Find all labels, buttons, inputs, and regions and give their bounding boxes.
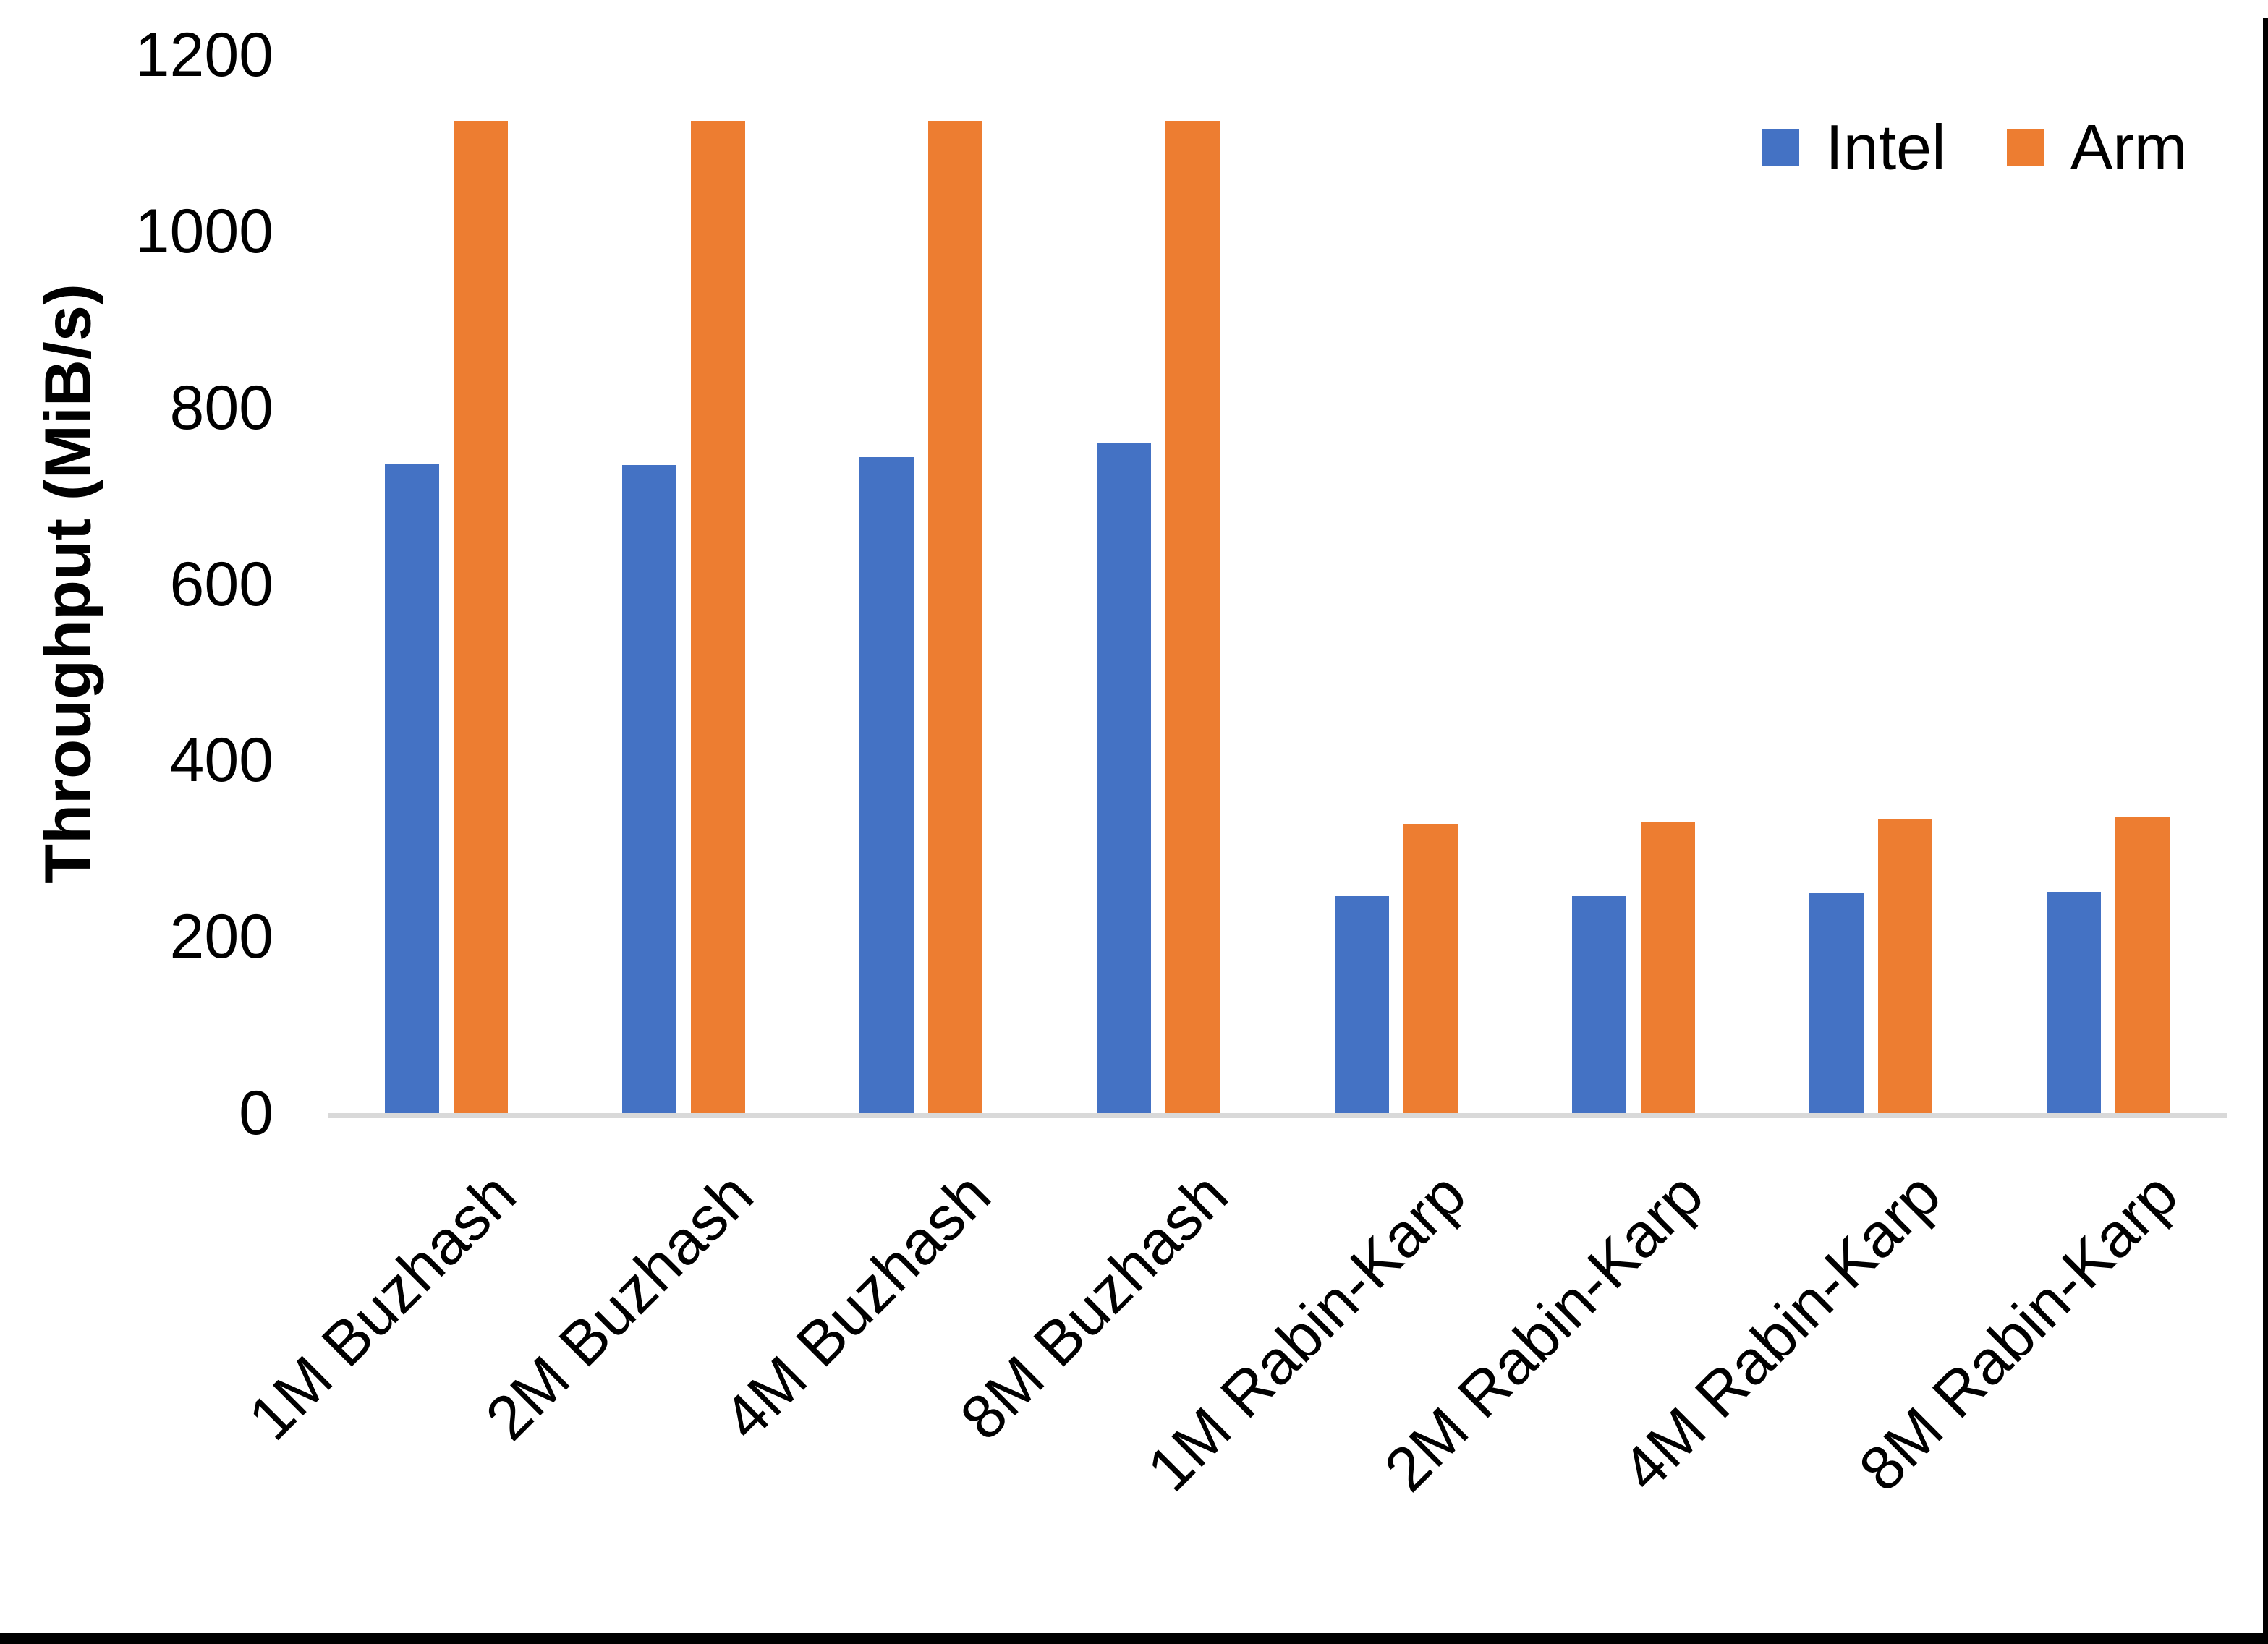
y-tick-label: 1200 <box>135 20 273 90</box>
bar-arm-4m-rabin-karp <box>1878 819 1932 1113</box>
y-tick-label: 200 <box>169 902 274 971</box>
bar-intel-8m-rabin-karp <box>2047 892 2101 1113</box>
bar-arm-2m-rabin-karp <box>1641 822 1695 1113</box>
y-tick-label: 600 <box>169 550 274 619</box>
y-tick-label: 800 <box>169 373 274 443</box>
legend: Intel Arm <box>1762 110 2187 185</box>
legend-label-arm: Arm <box>2070 111 2187 183</box>
screenshot-bottom-border <box>0 1633 2268 1644</box>
bar-intel-1m-rabin-karp <box>1335 896 1389 1113</box>
x-axis-line <box>328 1113 2227 1118</box>
y-tick-label: 0 <box>239 1078 273 1148</box>
bar-intel-1m-buzhash <box>385 464 439 1113</box>
bar-arm-1m-rabin-karp <box>1403 824 1458 1113</box>
bar-intel-4m-rabin-karp <box>1809 893 1864 1113</box>
bar-arm-2m-buzhash <box>691 121 745 1113</box>
arm-series-swatch <box>2006 129 2044 166</box>
legend-item-intel: Intel <box>1762 110 1946 185</box>
bar-arm-4m-buzhash <box>928 121 982 1113</box>
legend-item-arm: Arm <box>2006 110 2187 185</box>
bar-arm-8m-buzhash <box>1165 121 1220 1113</box>
screenshot-right-border <box>2263 18 2268 1644</box>
bar-arm-1m-buzhash <box>454 121 508 1113</box>
y-tick-label: 400 <box>169 725 274 795</box>
intel-series-swatch <box>1762 129 1800 166</box>
bar-arm-8m-rabin-karp <box>2115 817 2170 1113</box>
y-tick-label: 1000 <box>135 197 273 266</box>
bar-intel-4m-buzhash <box>859 457 914 1113</box>
bar-intel-2m-buzhash <box>622 465 676 1113</box>
bar-intel-2m-rabin-karp <box>1572 896 1626 1113</box>
bar-intel-8m-buzhash <box>1097 443 1151 1113</box>
legend-label-intel: Intel <box>1825 111 1946 183</box>
